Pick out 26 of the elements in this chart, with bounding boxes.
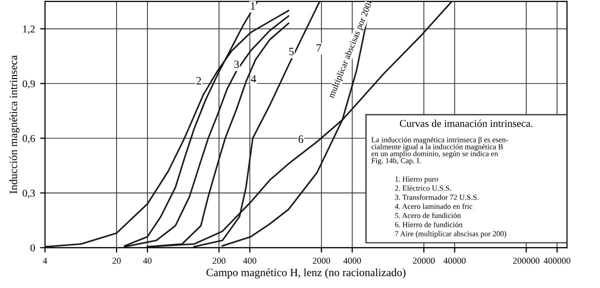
x-tick-label: 4 [42, 258, 48, 264]
y-axis-title: Inducción magnética intrinseca [9, 55, 20, 194]
x-tick-label: 4000 [343, 258, 361, 264]
y-tick-label: 0,3 [22, 190, 35, 198]
annotation: 6 [298, 135, 304, 143]
x-tick-label: 40000 [444, 258, 466, 264]
annotation: Curvas de imanación intrinseca. [400, 120, 532, 128]
x-tick-label: 40 [143, 258, 152, 264]
y-tick-label: 0 [30, 244, 35, 252]
annotation: 4 [251, 75, 256, 83]
x-tick-label: 200000 [513, 258, 540, 264]
x-tick-label: 2000 [312, 258, 330, 264]
annotation: 2 [196, 77, 201, 84]
y-tick-label: 0,6 [22, 134, 35, 144]
x-tick-label: 20000 [412, 258, 435, 264]
x-tick-label: 200 [212, 258, 226, 264]
annotation: 3 [234, 60, 239, 68]
annotation: 1 [250, 2, 255, 10]
x-tick-label: 400 [243, 258, 256, 264]
y-tick-label: 0,9 [22, 80, 35, 89]
x-tick-label: 400000 [544, 258, 570, 264]
x-axis-title: Campo magnético H, lenz (no racionalizado) [206, 268, 406, 278]
annotation: 5 [289, 48, 294, 56]
y-tick-label: 1,2 [23, 26, 35, 34]
annotation: 7 [316, 44, 322, 52]
x-tick-label: 20 [112, 258, 121, 264]
